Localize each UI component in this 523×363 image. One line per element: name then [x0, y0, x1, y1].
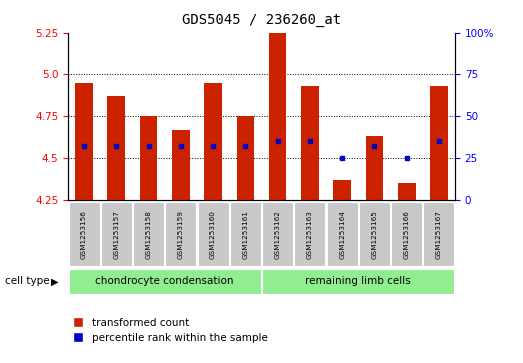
Text: chondrocyte condensation: chondrocyte condensation: [96, 276, 234, 286]
Bar: [262, 202, 293, 266]
Text: GSM1253166: GSM1253166: [404, 210, 410, 258]
Bar: [391, 202, 422, 266]
Bar: [140, 116, 157, 200]
Text: GSM1253157: GSM1253157: [113, 210, 119, 258]
Text: GSM1253162: GSM1253162: [275, 210, 281, 258]
Bar: [398, 183, 415, 200]
Bar: [236, 116, 254, 200]
Legend: transformed count, percentile rank within the sample: transformed count, percentile rank withi…: [73, 318, 268, 343]
Text: remaining limb cells: remaining limb cells: [305, 276, 411, 286]
Bar: [198, 202, 229, 266]
Text: GSM1253160: GSM1253160: [210, 210, 216, 258]
Bar: [269, 33, 287, 200]
Bar: [333, 180, 351, 200]
Text: GSM1253161: GSM1253161: [242, 210, 248, 258]
Text: GSM1253167: GSM1253167: [436, 210, 442, 258]
Bar: [366, 136, 383, 200]
Bar: [424, 202, 454, 266]
Bar: [101, 202, 132, 266]
Bar: [262, 269, 454, 294]
Bar: [294, 202, 325, 266]
Bar: [108, 96, 125, 200]
Text: cell type: cell type: [5, 276, 53, 286]
Text: GSM1253158: GSM1253158: [145, 210, 152, 258]
Bar: [69, 202, 99, 266]
Bar: [230, 202, 261, 266]
Bar: [327, 202, 358, 266]
Text: GSM1253159: GSM1253159: [178, 210, 184, 258]
Bar: [172, 130, 190, 200]
Bar: [75, 83, 93, 200]
Text: GSM1253163: GSM1253163: [307, 210, 313, 258]
Text: GSM1253165: GSM1253165: [371, 210, 378, 258]
Bar: [359, 202, 390, 266]
Bar: [301, 86, 319, 200]
Text: GDS5045 / 236260_at: GDS5045 / 236260_at: [182, 13, 341, 27]
Text: ▶: ▶: [51, 276, 59, 286]
Text: GSM1253156: GSM1253156: [81, 210, 87, 258]
Bar: [133, 202, 164, 266]
Bar: [69, 269, 261, 294]
Bar: [430, 86, 448, 200]
Bar: [204, 83, 222, 200]
Text: GSM1253164: GSM1253164: [339, 210, 345, 258]
Bar: [165, 202, 196, 266]
